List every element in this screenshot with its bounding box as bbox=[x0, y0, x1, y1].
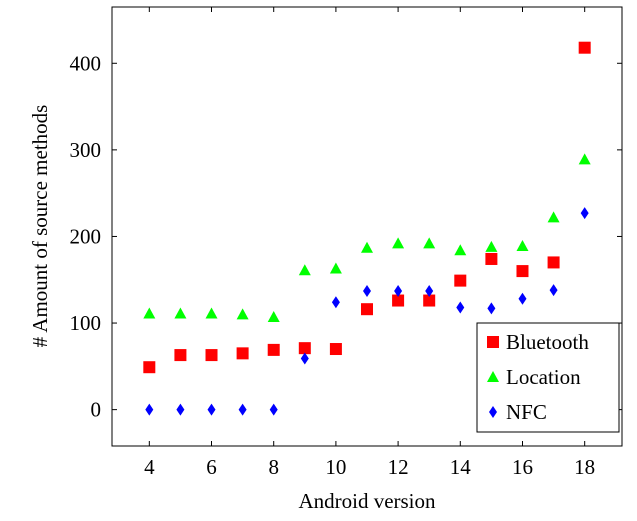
legend-label-bluetooth: Bluetooth bbox=[506, 330, 589, 354]
y-tick-label: 0 bbox=[91, 398, 102, 422]
nfc-point bbox=[425, 285, 434, 298]
x-tick-label: 18 bbox=[574, 455, 595, 479]
tick-labels: 4 6 8 10 12 14 16 18 0 100 200 300 400 bbox=[70, 51, 596, 479]
x-tick-label: 16 bbox=[512, 455, 533, 479]
series-bluetooth bbox=[143, 41, 591, 374]
bluetooth-point bbox=[578, 41, 591, 54]
bluetooth-point bbox=[298, 342, 311, 355]
legend: Bluetooth Location NFC bbox=[476, 322, 620, 433]
bluetooth-point bbox=[485, 252, 498, 265]
bluetooth-point bbox=[236, 347, 249, 360]
location-point bbox=[454, 244, 467, 256]
location-point bbox=[329, 262, 342, 274]
bluetooth-point bbox=[361, 303, 373, 316]
nfc-point bbox=[456, 301, 465, 314]
bluetooth-point bbox=[174, 349, 187, 362]
nfc-point bbox=[394, 285, 403, 298]
x-tick-label: 6 bbox=[206, 455, 217, 479]
series-location bbox=[143, 153, 591, 322]
legend-label-location: Location bbox=[506, 365, 581, 389]
nfc-point bbox=[331, 296, 340, 309]
nfc-point bbox=[300, 352, 309, 365]
nfc-point bbox=[207, 403, 216, 416]
location-point bbox=[174, 307, 187, 319]
x-tick-label: 4 bbox=[144, 455, 155, 479]
location-point bbox=[485, 240, 498, 252]
bluetooth-point bbox=[329, 343, 342, 356]
nfc-point bbox=[176, 403, 185, 416]
x-tick-label: 14 bbox=[450, 455, 472, 479]
y-tick-label: 200 bbox=[70, 224, 102, 248]
x-tick-label: 12 bbox=[388, 455, 409, 479]
bluetooth-point bbox=[547, 256, 560, 269]
x-tick-label: 8 bbox=[268, 455, 279, 479]
y-axis-title: # Amount of source methods bbox=[28, 105, 52, 348]
tick-marks bbox=[112, 7, 622, 446]
bluetooth-point bbox=[267, 343, 280, 356]
nfc-point bbox=[487, 302, 496, 315]
location-point bbox=[392, 237, 405, 249]
series-nfc bbox=[145, 207, 589, 416]
location-point bbox=[578, 153, 591, 165]
location-point bbox=[143, 307, 156, 319]
nfc-point bbox=[269, 403, 278, 416]
bluetooth-point bbox=[143, 361, 156, 374]
legend-label-nfc: NFC bbox=[506, 400, 547, 424]
location-point bbox=[547, 211, 560, 223]
nfc-point bbox=[145, 403, 154, 416]
legend-marker-location bbox=[487, 371, 499, 382]
location-point bbox=[423, 237, 436, 249]
location-point bbox=[361, 241, 373, 253]
nfc-point bbox=[363, 285, 371, 298]
data-points bbox=[143, 41, 591, 416]
legend-marker-bluetooth bbox=[487, 336, 499, 348]
location-point bbox=[298, 264, 311, 276]
nfc-point bbox=[549, 284, 558, 297]
bluetooth-point bbox=[423, 294, 436, 307]
legend-box bbox=[476, 322, 620, 433]
bluetooth-point bbox=[454, 274, 467, 287]
y-tick-label: 300 bbox=[70, 138, 102, 162]
y-tick-label: 100 bbox=[70, 311, 102, 335]
plot-frame bbox=[111, 6, 623, 447]
bluetooth-point bbox=[516, 265, 529, 278]
y-tick-label: 400 bbox=[70, 51, 102, 75]
location-point bbox=[267, 310, 280, 322]
nfc-point bbox=[238, 403, 247, 416]
nfc-point bbox=[518, 292, 527, 305]
location-point bbox=[236, 308, 249, 320]
nfc-point bbox=[580, 207, 589, 220]
legend-marker-nfc bbox=[489, 406, 497, 418]
location-point bbox=[516, 239, 529, 251]
x-tick-label: 10 bbox=[325, 455, 346, 479]
x-axis-title: Android version bbox=[298, 489, 436, 513]
bluetooth-point bbox=[205, 349, 218, 362]
location-point bbox=[205, 307, 218, 319]
bluetooth-point bbox=[392, 294, 405, 307]
